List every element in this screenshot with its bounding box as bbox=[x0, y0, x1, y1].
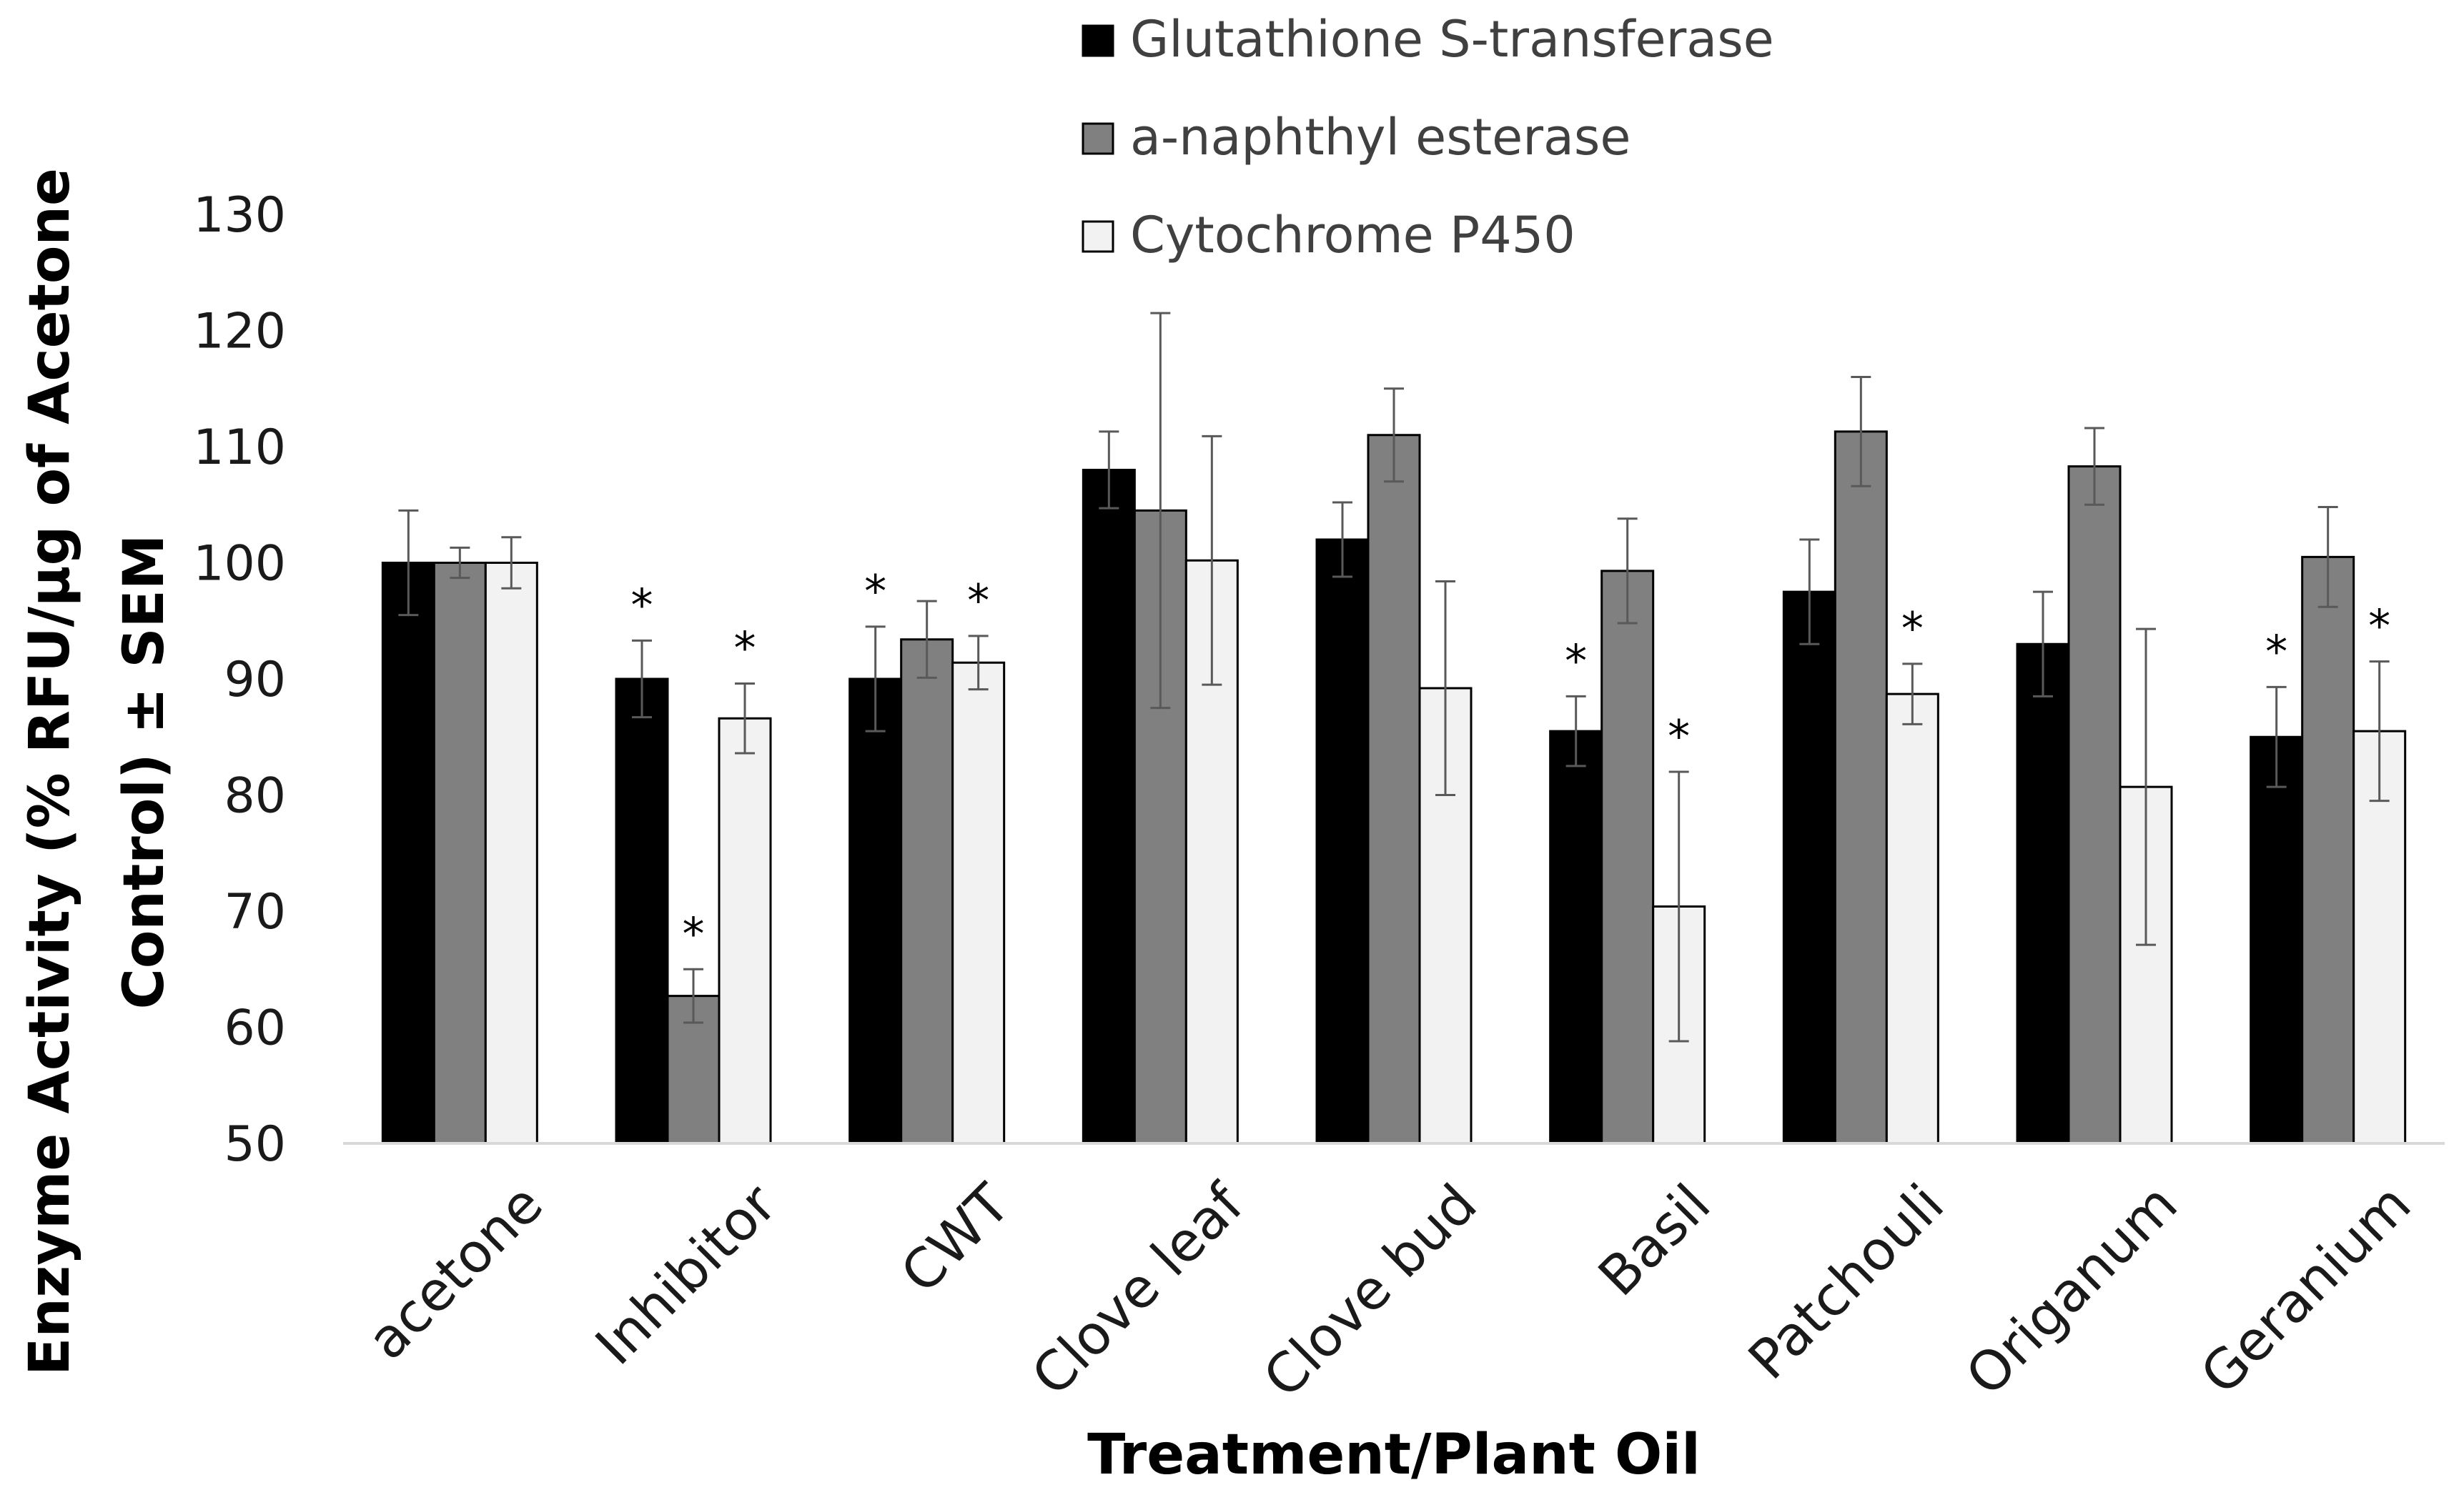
x-axis-title: Treatment/Plant Oil bbox=[1087, 1423, 1701, 1487]
legend-swatch bbox=[1082, 220, 1114, 253]
legend-item: Glutathione S-transferase bbox=[1082, 10, 1774, 69]
bar bbox=[381, 562, 435, 1145]
x-tick-label: Inhibitor bbox=[583, 1171, 788, 1376]
y-tick-label: 110 bbox=[193, 419, 286, 476]
bar-group-geranium: * * bbox=[2250, 506, 2407, 1145]
bar bbox=[718, 717, 772, 1145]
legend-swatch bbox=[1082, 122, 1114, 155]
y-axis-ticks: 50 60 70 80 90 100 110 120 130 bbox=[193, 187, 286, 1173]
significance-marker: * bbox=[1565, 635, 1587, 687]
bar bbox=[1549, 730, 1603, 1145]
bar bbox=[951, 661, 1006, 1145]
x-tick-label: acetone bbox=[355, 1172, 555, 1372]
y-tick-label: 70 bbox=[224, 884, 286, 940]
bar-group-clove-bud bbox=[1315, 387, 1473, 1145]
significance-marker: * bbox=[631, 579, 653, 631]
y-tick-label: 100 bbox=[193, 536, 286, 592]
bar bbox=[2016, 642, 2070, 1145]
bar-group-acetone bbox=[381, 509, 538, 1145]
bar bbox=[1367, 434, 1421, 1145]
bar-group-clove-leaf bbox=[1082, 312, 1239, 1145]
bar bbox=[615, 677, 669, 1145]
bar bbox=[1600, 570, 1655, 1145]
y-tick-label: 130 bbox=[193, 187, 286, 244]
bar bbox=[1885, 692, 1939, 1145]
bar bbox=[2067, 465, 2122, 1145]
bar bbox=[1082, 469, 1136, 1145]
bar bbox=[2301, 555, 2355, 1145]
significance-marker: * bbox=[1901, 602, 1924, 655]
significance-marker: * bbox=[2265, 625, 2287, 677]
y-axis-title-line-1: Enzyme Activity (% RFU/µg of Acetone bbox=[18, 168, 82, 1376]
significance-marker: * bbox=[683, 908, 705, 960]
legend-swatch bbox=[1082, 24, 1114, 57]
bar-group-cwt: * * bbox=[848, 565, 1006, 1145]
bar bbox=[1782, 590, 1836, 1145]
x-tick-label: CWT bbox=[889, 1171, 1022, 1305]
bar bbox=[2250, 735, 2304, 1145]
bar bbox=[1315, 538, 1370, 1145]
y-tick-label: 50 bbox=[224, 1116, 286, 1173]
y-tick-label: 60 bbox=[224, 1000, 286, 1057]
legend-label: Cytochrome P450 bbox=[1130, 206, 1575, 264]
significance-marker: * bbox=[734, 622, 756, 675]
x-tick-label: Clove leaf bbox=[1019, 1171, 1257, 1408]
significance-marker: * bbox=[864, 565, 886, 617]
y-tick-label: 90 bbox=[224, 652, 286, 708]
bar bbox=[484, 562, 538, 1145]
bar-group-inhibitor: * * * bbox=[615, 579, 772, 1145]
bar-group-patchouli: * bbox=[1782, 376, 1939, 1145]
bar bbox=[900, 638, 954, 1145]
x-tick-label: Geranium bbox=[2188, 1172, 2423, 1406]
x-tick-label: Origanum bbox=[1954, 1172, 2190, 1408]
legend-label: a-naphthyl esterase bbox=[1130, 108, 1631, 167]
y-tick-label: 120 bbox=[193, 304, 286, 360]
bar-group-basil: ** bbox=[1549, 517, 1706, 1145]
y-axis-title-line-2: Control) ± SEM bbox=[112, 535, 177, 1010]
bar-groups: **** **** * * bbox=[381, 312, 2407, 1145]
bar-group-origanum bbox=[2016, 427, 2173, 1145]
bar bbox=[1834, 430, 1888, 1145]
bar bbox=[848, 677, 903, 1145]
x-tick-label: Basil bbox=[1586, 1172, 1723, 1308]
significance-marker: * bbox=[2368, 600, 2390, 652]
y-tick-label: 80 bbox=[224, 768, 286, 825]
legend-item: Cytochrome P450 bbox=[1082, 206, 1575, 264]
legend: Glutathione S-transferase a-naphthyl este… bbox=[1082, 10, 1774, 264]
x-tick-label: Patchouli bbox=[1736, 1172, 1956, 1391]
significance-marker: * bbox=[1668, 710, 1690, 763]
legend-label: Glutathione S-transferase bbox=[1130, 10, 1774, 69]
legend-item: a-naphthyl esterase bbox=[1082, 108, 1631, 167]
bar bbox=[432, 562, 487, 1145]
x-tick-label: Clove bud bbox=[1251, 1172, 1489, 1410]
significance-marker: * bbox=[967, 575, 989, 627]
